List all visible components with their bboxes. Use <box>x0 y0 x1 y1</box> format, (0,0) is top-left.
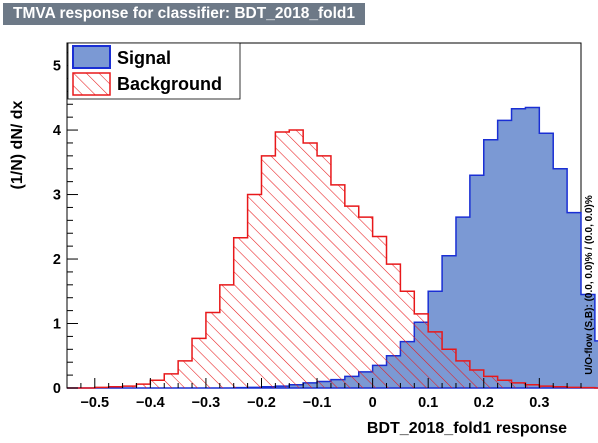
y-tick-label: 2 <box>53 252 61 268</box>
x-axis-ticks <box>66 378 582 388</box>
x-tick-label: 0 <box>369 395 377 411</box>
legend-background-swatch <box>72 72 111 96</box>
x-tick-label: 0.3 <box>529 395 549 411</box>
overflow-note: U/O-flow (S,B): (0.0, 0.0)% / (0.0, 0.0)… <box>584 195 595 375</box>
y-tick-label: 3 <box>53 188 61 204</box>
x-tick-label: −0.1 <box>303 395 332 411</box>
x-tick-label: −0.5 <box>80 395 109 411</box>
x-tick-label: 0.1 <box>418 395 438 411</box>
legend-background-label: Background <box>117 74 222 94</box>
y-tick-label: 5 <box>53 59 61 75</box>
y-axis-label: (1/N) dN/ dx <box>9 100 26 189</box>
x-tick-label: −0.3 <box>192 395 221 411</box>
y-axis-tick-labels: 0 1 2 3 4 5 <box>53 59 61 397</box>
x-tick-label: 0.2 <box>474 395 494 411</box>
legend: Signal Background <box>67 42 241 100</box>
x-axis-tick-labels: −0.5 −0.4 −0.3 −0.2 −0.1 0 0.1 0.2 0.3 <box>80 395 549 411</box>
legend-signal-label: Signal <box>117 48 171 68</box>
x-tick-label: −0.2 <box>247 395 276 411</box>
x-tick-label: −0.4 <box>136 395 165 411</box>
background-histogram-fill <box>67 130 598 388</box>
y-tick-label: 4 <box>53 123 61 139</box>
legend-signal-swatch <box>72 45 111 69</box>
background-histogram-outline <box>67 129 598 389</box>
x-axis-label: BDT_2018_fold1 response <box>367 420 567 437</box>
y-tick-label: 0 <box>53 381 61 397</box>
chart-title: TMVA response for classifier: BDT_2018_f… <box>3 3 365 25</box>
y-tick-label: 1 <box>53 317 61 333</box>
